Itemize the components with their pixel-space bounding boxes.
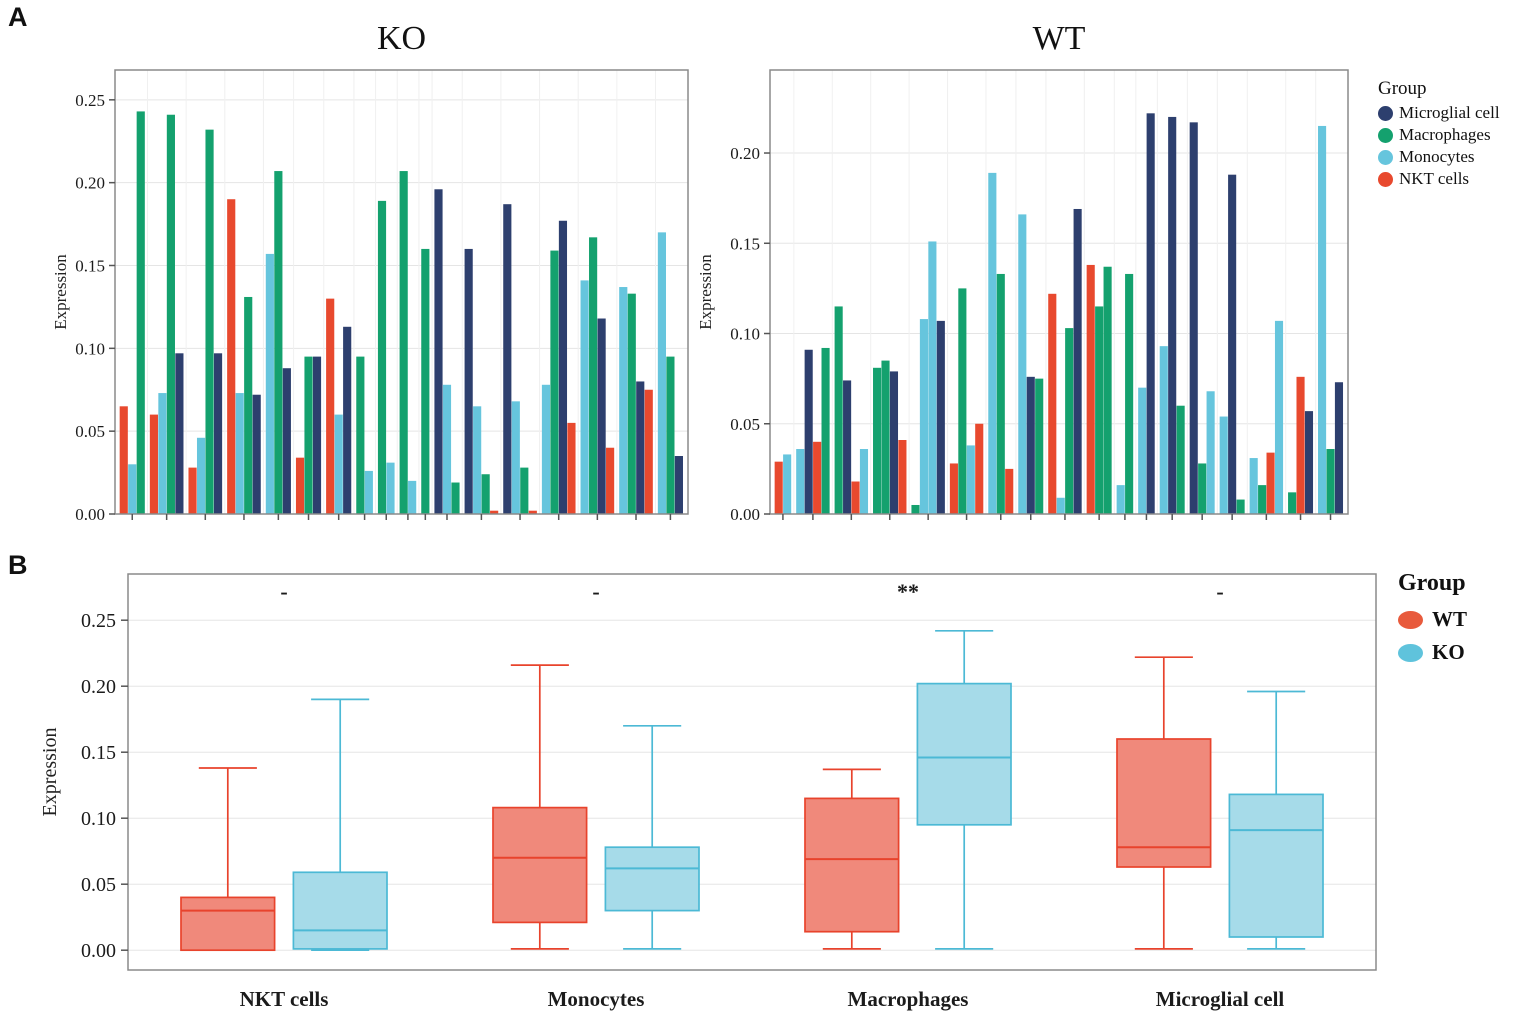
legend-item-microglial: Microglial cell (1378, 103, 1500, 123)
svg-text:0.15: 0.15 (730, 234, 760, 253)
legend-item-ko: KO (1398, 640, 1467, 665)
ko-chart-title: KO (376, 20, 427, 57)
legend-item-wt: WT (1398, 607, 1467, 632)
svg-text:0.20: 0.20 (730, 144, 760, 163)
svg-text:0.10: 0.10 (730, 325, 760, 344)
legend-label-wt: WT (1432, 607, 1468, 631)
legend-b-title: Group (1398, 570, 1466, 596)
svg-text:0.20: 0.20 (81, 676, 116, 698)
svg-text:0.10: 0.10 (75, 339, 105, 358)
svg-text:0.15: 0.15 (75, 256, 105, 275)
svg-text:Expression: Expression (39, 728, 61, 817)
svg-text:Microglial cell: Microglial cell (1156, 987, 1285, 1011)
legend-item-macrophages: Macrophages (1378, 125, 1500, 145)
nkt-cells-color-swatch (1378, 171, 1393, 187)
wt-chart-title: WT (1032, 20, 1086, 57)
svg-text:-: - (280, 579, 287, 604)
panel-a-label: A (8, 2, 28, 32)
svg-text:-: - (592, 579, 599, 604)
legend-a-title: Group (1378, 78, 1427, 99)
svg-text:-: - (1216, 579, 1223, 604)
svg-text:Expression: Expression (51, 254, 70, 330)
svg-text:NKT cells: NKT cells (240, 987, 329, 1011)
ko-color-swatch (1398, 643, 1423, 662)
svg-text:0.00: 0.00 (75, 505, 105, 524)
svg-text:Expression: Expression (696, 254, 715, 330)
svg-text:**: ** (897, 579, 919, 604)
panel-a-legend: Group Microglial cell Macrophages Monocy… (1378, 78, 1500, 191)
legend-label-monocytes: Monocytes (1399, 147, 1475, 166)
macrophages-color-swatch (1378, 127, 1393, 143)
svg-text:0.00: 0.00 (730, 505, 760, 524)
svg-text:0.05: 0.05 (75, 422, 105, 441)
panel-b-legend: Group WT KO (1398, 570, 1467, 673)
microglial-color-swatch (1378, 105, 1393, 121)
wt-color-swatch (1398, 610, 1423, 629)
boxplot-chart: - NKT cells - Monocytes ** Macrophages - Microg… (39, 573, 1377, 1011)
svg-text:0.00: 0.00 (81, 940, 116, 962)
ko-bar-chart: 0.00 0.05 0.10 0.15 0.20 0.25 Expression (51, 69, 689, 524)
wt-bar-chart: 0.00 0.05 0.10 0.15 0.20 Expression (696, 69, 1349, 524)
svg-text:0.05: 0.05 (730, 415, 760, 434)
legend-item-monocytes: Monocytes (1378, 147, 1500, 167)
svg-text:0.20: 0.20 (75, 174, 105, 193)
svg-text:Monocytes: Monocytes (548, 987, 645, 1011)
svg-text:Macrophages: Macrophages (848, 987, 969, 1011)
legend-label-nkt-cells: NKT cells (1399, 169, 1470, 188)
svg-text:0.05: 0.05 (81, 874, 116, 896)
legend-label-microglial: Microglial cell (1399, 103, 1500, 122)
svg-text:0.10: 0.10 (81, 808, 116, 830)
legend-label-macrophages: Macrophages (1399, 125, 1491, 144)
monocytes-color-swatch (1378, 149, 1393, 165)
svg-text:0.25: 0.25 (75, 91, 105, 110)
panel-b-label: B (8, 550, 28, 580)
legend-label-ko: KO (1432, 640, 1465, 664)
svg-text:0.25: 0.25 (81, 610, 116, 632)
svg-text:0.15: 0.15 (81, 742, 116, 764)
legend-item-nkt-cells: NKT cells (1378, 169, 1500, 189)
